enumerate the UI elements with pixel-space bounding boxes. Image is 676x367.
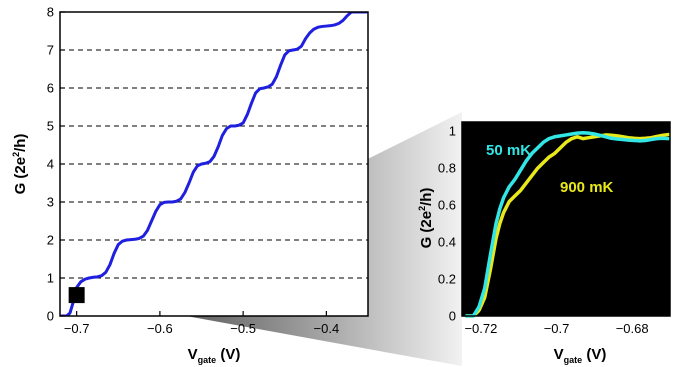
y-tick-label: 0.6 [438, 198, 456, 213]
main-series [60, 12, 368, 316]
main-grid [60, 49, 368, 279]
series-line-0 [60, 12, 368, 316]
inset-y-ticks: 0 0.2 0.4 0.6 0.8 1 [438, 124, 467, 324]
y-tick-label: 6 [47, 81, 54, 96]
y-tick-label: 1 [47, 271, 54, 286]
inset-x-axis-title: Vgate (V) [554, 346, 607, 365]
inset-x-ticks: −0.72 −0.7 −0.68 [464, 311, 649, 336]
main-x-axis-title: Vgate (V) [188, 346, 241, 365]
y-tick-label: 3 [47, 195, 54, 210]
x-tick-label: −0.5 [230, 321, 256, 336]
series-label-900mk: 900 mK [560, 179, 614, 196]
x-tick-label: −0.4 [314, 321, 340, 336]
series-line-0 [464, 132, 670, 318]
y-tick-label: 1 [449, 124, 456, 139]
y-tick-label: 0.2 [438, 272, 456, 287]
series-line-1 [464, 130, 670, 318]
inset-series [464, 130, 670, 318]
x-tick-label: −0.7 [544, 321, 570, 336]
main-x-ticks: −0.7 −0.6 −0.5 −0.4 [64, 311, 339, 336]
main-y-axis-title: G (2e2/h) [11, 134, 29, 195]
y-tick-label: 0.4 [438, 235, 456, 250]
inset-plot-frame [461, 121, 671, 317]
x-tick-label: −0.6 [147, 321, 173, 336]
main-y-ticks: 0 1 2 3 4 5 6 7 8 [47, 5, 65, 324]
x-tick-label: −0.72 [464, 321, 497, 336]
inset-y-axis-title: G (2e2/h) [417, 188, 435, 249]
x-tick-label: −0.7 [64, 321, 90, 336]
y-tick-label: 5 [47, 119, 54, 134]
y-tick-label: 7 [47, 43, 54, 58]
inset-chart: −0.72 −0.7 −0.68 0 0.2 0.4 0.6 0.8 1 50 mK 900 … [417, 121, 671, 365]
y-tick-label: 8 [47, 5, 54, 20]
y-tick-label: 0.8 [438, 161, 456, 176]
series-label-50mk: 50 mK [486, 142, 531, 159]
y-tick-label: 0 [449, 309, 456, 324]
x-tick-label: −0.68 [616, 321, 649, 336]
y-tick-label: 0 [47, 309, 54, 324]
y-tick-label: 2 [47, 233, 54, 248]
y-tick-label: 4 [47, 157, 54, 172]
main-chart: −0.7 −0.6 −0.5 −0.4 0 1 2 3 4 5 6 7 8 Vgate (V) G (… [11, 5, 369, 365]
zoom-region-marker [68, 287, 85, 304]
